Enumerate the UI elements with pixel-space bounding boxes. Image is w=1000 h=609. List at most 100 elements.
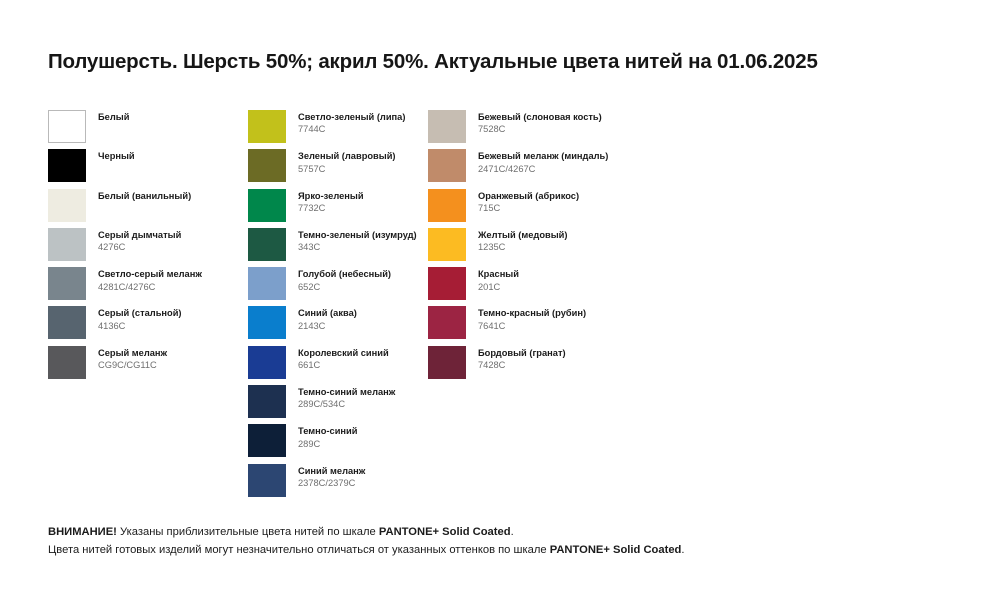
swatch-row: Бордовый (гранат) 7428C xyxy=(428,345,668,385)
swatch-row: Белый (ванильный) xyxy=(48,188,248,228)
swatch-column-3: Бежевый (слоновая кость) 7528C Бежевый мел… xyxy=(428,110,668,385)
swatch-text: Красный 201C xyxy=(466,267,519,293)
swatch-code: 1235C xyxy=(478,242,506,253)
swatch-row: Красный 201C xyxy=(428,267,668,306)
swatch-name: Черный xyxy=(98,151,135,162)
swatch-code: 2471C/4267C xyxy=(478,163,536,174)
swatch-text: Белый xyxy=(86,110,129,123)
footer-line-2: Цвета нитей готовых изделий могут незнач… xyxy=(48,541,685,559)
swatch-code: 7641C xyxy=(478,320,506,331)
swatch-name: Желтый (медовый) xyxy=(478,229,568,240)
swatch-name: Темно-синий xyxy=(298,426,358,437)
swatch-code: 201C xyxy=(478,281,501,292)
color-swatch xyxy=(248,424,286,458)
swatch-code: 7732C xyxy=(298,202,326,213)
swatch-column-1: Белый Черный Белый (ванильный) Серый дымчат… xyxy=(48,110,248,385)
color-swatch xyxy=(428,306,466,340)
swatch-text: Темно-зеленый (изумруд) 343C xyxy=(286,228,417,254)
swatch-text: Темно-синий меланж 289C/534C xyxy=(286,385,395,411)
swatch-name: Голубой (небесный) xyxy=(298,269,392,280)
swatch-code: 7428C xyxy=(478,360,506,371)
color-swatch xyxy=(428,149,466,183)
swatch-code: 4276C xyxy=(98,242,126,253)
swatch-name: Белый (ванильный) xyxy=(98,190,192,201)
color-swatch xyxy=(48,188,86,222)
swatch-name: Светло-зеленый (липа) xyxy=(298,112,406,122)
swatch-code: 652C xyxy=(298,281,321,292)
color-swatch xyxy=(248,227,286,261)
swatch-code: 2378C/2379C xyxy=(298,478,356,488)
swatch-text: Серый меланж CG9C/CG11C xyxy=(86,346,167,372)
swatch-text: Ярко-зеленый 7732C xyxy=(286,189,364,215)
swatch-row: Темно-красный (рубин) 7641C xyxy=(428,306,668,345)
swatch-row: Светло-зеленый (липа) 7744C xyxy=(248,110,428,149)
swatch-text: Голубой (небесный) 652C xyxy=(286,267,391,293)
swatch-text: Черный xyxy=(86,149,135,162)
color-swatch xyxy=(248,345,286,379)
swatch-name: Бордовый (гранат) xyxy=(478,347,566,358)
swatch-name: Синий (аква) xyxy=(298,308,357,319)
swatch-name: Ярко-зеленый xyxy=(298,190,364,201)
swatch-row: Серый меланж CG9C/CG11C xyxy=(48,345,248,385)
swatch-name: Бежевый (слоновая кость) xyxy=(478,112,602,122)
color-swatch xyxy=(48,227,86,261)
swatch-code: 7744C xyxy=(298,124,326,135)
swatch-text: Светло-зеленый (липа) 7744C xyxy=(286,110,405,136)
swatch-row: Белый xyxy=(48,110,248,149)
footer-line-1-end: . xyxy=(510,526,514,538)
swatch-code: 661C xyxy=(298,360,321,371)
page-title: Полушерсть. Шерсть 50%; акрил 50%. Актуа… xyxy=(48,50,818,73)
swatch-text: Светло-серый меланж 4281C/4276C xyxy=(86,267,202,293)
footer-line-1-text: Указаны приблизительные цвета нитей по ш… xyxy=(116,526,379,538)
color-swatch xyxy=(48,306,86,340)
color-swatch xyxy=(428,345,466,379)
swatch-name: Зеленый (лавровый) xyxy=(298,151,396,162)
color-swatch xyxy=(48,267,86,301)
swatch-name: Красный xyxy=(478,269,519,280)
swatch-code: 4136C xyxy=(98,320,126,331)
swatch-row: Ярко-зеленый 7732C xyxy=(248,188,428,228)
swatch-code: 343C xyxy=(298,242,321,253)
swatch-text: Темно-красный (рубин) 7641C xyxy=(466,306,586,332)
swatch-name: Серый меланж xyxy=(98,347,168,358)
swatch-text: Бордовый (гранат) 7428C xyxy=(466,346,566,372)
color-swatch xyxy=(48,110,86,143)
color-swatch xyxy=(48,345,86,379)
color-swatch xyxy=(428,267,466,301)
color-swatch xyxy=(428,227,466,261)
swatch-text: Серый (стальной) 4136C xyxy=(86,306,182,332)
swatch-code: 2143C xyxy=(298,320,326,331)
swatch-name: Синий меланж xyxy=(298,465,366,476)
swatch-name: Королевский синий xyxy=(298,347,389,358)
footer-brand-1: PANTONE+ Solid Coated xyxy=(378,526,511,538)
swatch-text: Белый (ванильный) xyxy=(86,189,191,202)
swatch-text: Зеленый (лавровый) 5757C xyxy=(286,149,396,175)
swatch-columns: Белый Черный Белый (ванильный) Серый дымчат… xyxy=(48,110,968,503)
color-swatch xyxy=(248,110,286,143)
swatch-row: Серый дымчатый 4276C xyxy=(48,227,248,267)
color-swatch xyxy=(248,306,286,340)
swatch-row: Зеленый (лавровый) 5757C xyxy=(248,149,428,188)
swatch-row: Бежевый меланж (миндаль) 2471C/4267C xyxy=(428,149,668,188)
swatch-code: 289C xyxy=(298,438,321,449)
footer-attention-label: ВНИМАНИЕ! xyxy=(48,526,117,538)
swatch-name: Серый (стальной) xyxy=(98,308,182,319)
color-swatch xyxy=(248,267,286,301)
swatch-text: Бежевый (слоновая кость) 7528C xyxy=(466,110,602,136)
swatch-row: Темно-синий меланж 289C/534C xyxy=(248,385,428,424)
footer-notice: ВНИМАНИЕ! Указаны приблизительные цвета … xyxy=(48,523,685,559)
footer-line-2-text: Цвета нитей готовых изделий могут незнач… xyxy=(48,544,550,557)
swatch-row: Королевский синий 661C xyxy=(248,345,428,385)
swatch-row: Синий (аква) 2143C xyxy=(248,306,428,345)
swatch-code: 4281C/4276C xyxy=(98,281,156,292)
color-swatch xyxy=(248,463,286,497)
swatch-name: Темно-красный (рубин) xyxy=(478,308,587,319)
swatch-row: Светло-серый меланж 4281C/4276C xyxy=(48,267,248,306)
swatch-text: Бежевый меланж (миндаль) 2471C/4267C xyxy=(466,149,608,175)
color-swatch xyxy=(248,385,286,419)
swatch-column-2: Светло-зеленый (липа) 7744C Зеленый (лавро… xyxy=(248,110,428,503)
swatch-name: Белый xyxy=(98,112,130,122)
swatch-code: 715C xyxy=(478,202,501,213)
swatch-code: 7528C xyxy=(478,124,506,135)
